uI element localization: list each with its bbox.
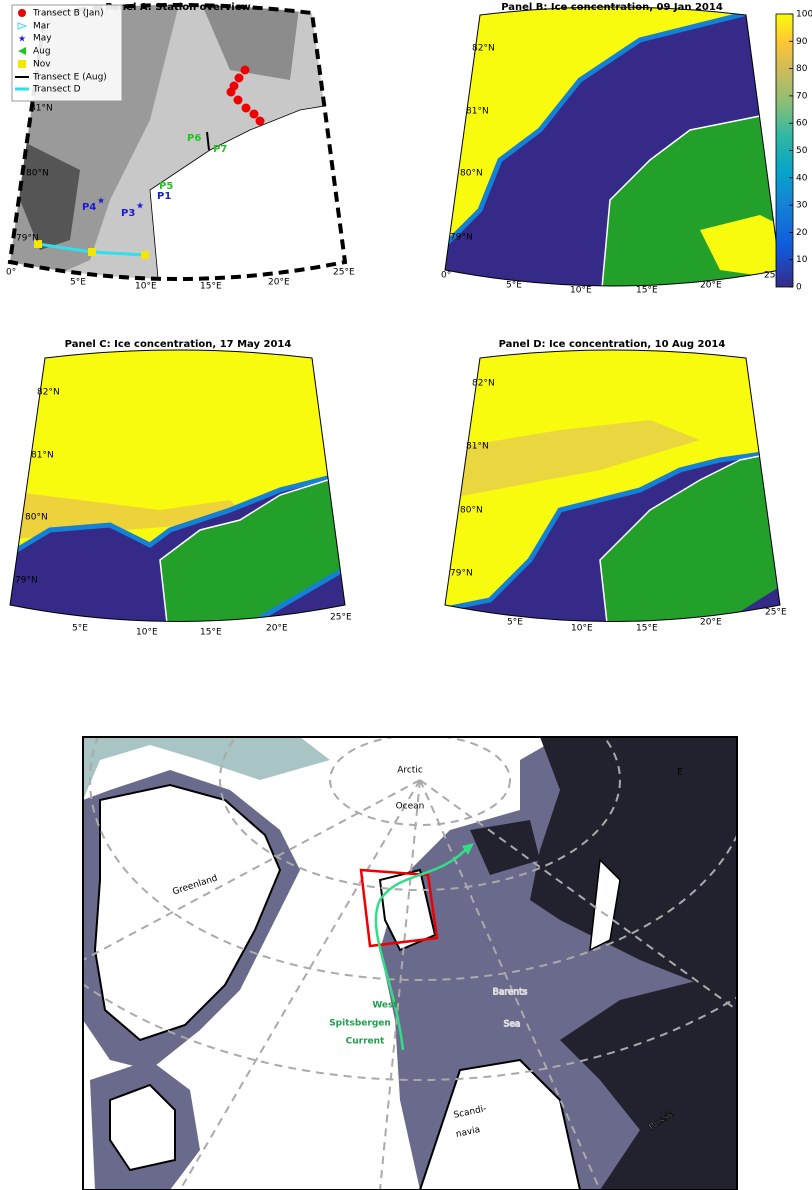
legend-label: Transect B (Jan) — [32, 9, 104, 19]
panel-d: Panel D: Ice concentration, 10 Aug 2014 … — [444, 339, 787, 634]
panel-title: Panel B: Ice concentration, 09 Jan 2014 — [501, 2, 723, 13]
lon-label: 5°E — [72, 624, 88, 634]
lon-label: 10°E — [135, 282, 157, 292]
lon-label: 20°E — [700, 618, 722, 628]
panel-e: E Arctic Ocean Greenland West Spitsberge… — [82, 736, 738, 1190]
lon-label: 15°E — [636, 624, 658, 634]
lat-label: 80°N — [25, 513, 48, 523]
legend-label: Mar — [33, 22, 50, 32]
lon-label: 10°E — [571, 624, 593, 634]
colorbar-tick-label: 30 — [796, 201, 808, 211]
sea-label: Barents — [493, 988, 528, 998]
transect-e — [206, 131, 210, 151]
colorbar-tick-label: 0 — [796, 283, 802, 293]
legend-icon — [18, 9, 26, 17]
panel-c: Panel C: Ice concentration, 17 May 2014 … — [9, 339, 352, 638]
station-label: P3 — [121, 208, 135, 219]
lon-label: 15°E — [636, 286, 658, 296]
panel-a: Panel A: Station overview ★ Transect B (… — [6, 2, 355, 292]
legend-icon — [18, 60, 26, 68]
ocean-label: Ocean — [396, 802, 425, 812]
ocean-label: Arctic — [397, 766, 423, 776]
legend-box — [11, 4, 123, 102]
land-label: navia — [455, 1125, 481, 1140]
colorbar-tick-label: 70 — [796, 91, 808, 101]
panel-e-frame — [82, 736, 738, 1190]
legend-label: Transect D — [32, 85, 81, 95]
station-label: P5 — [159, 181, 173, 192]
legend-label: May — [33, 34, 52, 44]
lat-label: 82°N — [37, 388, 60, 398]
legend-icon — [18, 47, 26, 55]
legend-label: Aug — [33, 47, 51, 57]
lon-label: 20°E — [266, 624, 288, 634]
panel-title: Panel C: Ice concentration, 17 May 2014 — [65, 339, 292, 350]
panel-title: Panel D: Ice concentration, 10 Aug 2014 — [499, 339, 726, 350]
lat-label: 81°N — [466, 107, 489, 117]
current-label: Current — [346, 1037, 385, 1047]
current-label: West — [372, 1001, 398, 1011]
lat-label: 81°N — [466, 442, 489, 452]
lat-label: 81°N — [31, 451, 54, 461]
colorbar-tick-label: 100 — [796, 10, 812, 20]
colorbar-tick-label: 80 — [796, 64, 808, 74]
lat-label: 82°N — [472, 44, 495, 54]
lon-label: 25°E — [765, 608, 787, 618]
transect-b — [226, 65, 265, 126]
colorbar-tick-label: 90 — [796, 37, 808, 47]
lon-label: 0° — [6, 268, 16, 278]
station-label: P6 — [187, 133, 201, 144]
station-marker: ★ — [136, 202, 144, 212]
lat-label: 79°N — [450, 569, 473, 579]
colorbar-tick-label: 40 — [796, 173, 808, 183]
lat-label: 80°N — [460, 506, 483, 516]
colorbar-ticks: 0 10 20 30 40 50 60 70 80 90 100 — [789, 10, 812, 293]
lon-label: 0° — [441, 271, 451, 281]
station-label: P4 — [82, 202, 96, 213]
lon-label: 20°E — [700, 281, 722, 291]
lon-label: 15°E — [200, 282, 222, 292]
colorbar-tick-label: 20 — [796, 228, 808, 238]
panel-title: Panel A: Station overview — [105, 2, 251, 13]
lon-label: 20°E — [268, 278, 290, 288]
current-label: Spitsbergen — [329, 1019, 391, 1029]
lat-label: 79°N — [15, 576, 38, 586]
station-label: P1 — [157, 191, 171, 202]
lon-label: 5°E — [70, 278, 86, 288]
colorbar-tick-label: 60 — [796, 119, 808, 129]
panel-b: Panel B: Ice concentration, 09 Jan 2014 … — [441, 2, 812, 296]
legend-icon — [17, 22, 28, 30]
lat-label: 82°N — [472, 379, 495, 389]
lon-label: 10°E — [136, 628, 158, 638]
overview-map — [83, 737, 737, 1190]
lon-label: 10°E — [570, 286, 592, 296]
sea-label: Sea — [504, 1020, 521, 1030]
lon-label: 5°E — [507, 618, 523, 628]
lon-label: 25° — [764, 271, 780, 281]
lon-label: 25°E — [330, 613, 352, 623]
station-marker: ★ — [97, 197, 105, 207]
lon-label: 5°E — [506, 281, 522, 291]
colorbar-tick-label: 10 — [796, 255, 808, 265]
lat-label: 80°N — [460, 169, 483, 179]
colorbar-tick-label: 50 — [796, 146, 808, 156]
station-label: P7 — [213, 144, 227, 155]
legend-label: Transect E (Aug) — [32, 73, 107, 83]
lat-label: 81°N — [30, 104, 53, 114]
nov-markers — [34, 240, 149, 259]
lat-label: 79°N — [16, 234, 39, 244]
legend-icon: ★ — [18, 35, 26, 45]
lon-label: 15°E — [200, 628, 222, 638]
legend-label: Nov — [33, 60, 51, 70]
panel-letter: E — [677, 768, 683, 778]
lon-label: 25°E — [333, 268, 355, 278]
lat-label: 80°N — [26, 169, 49, 179]
lat-label: 79°N — [450, 233, 473, 243]
